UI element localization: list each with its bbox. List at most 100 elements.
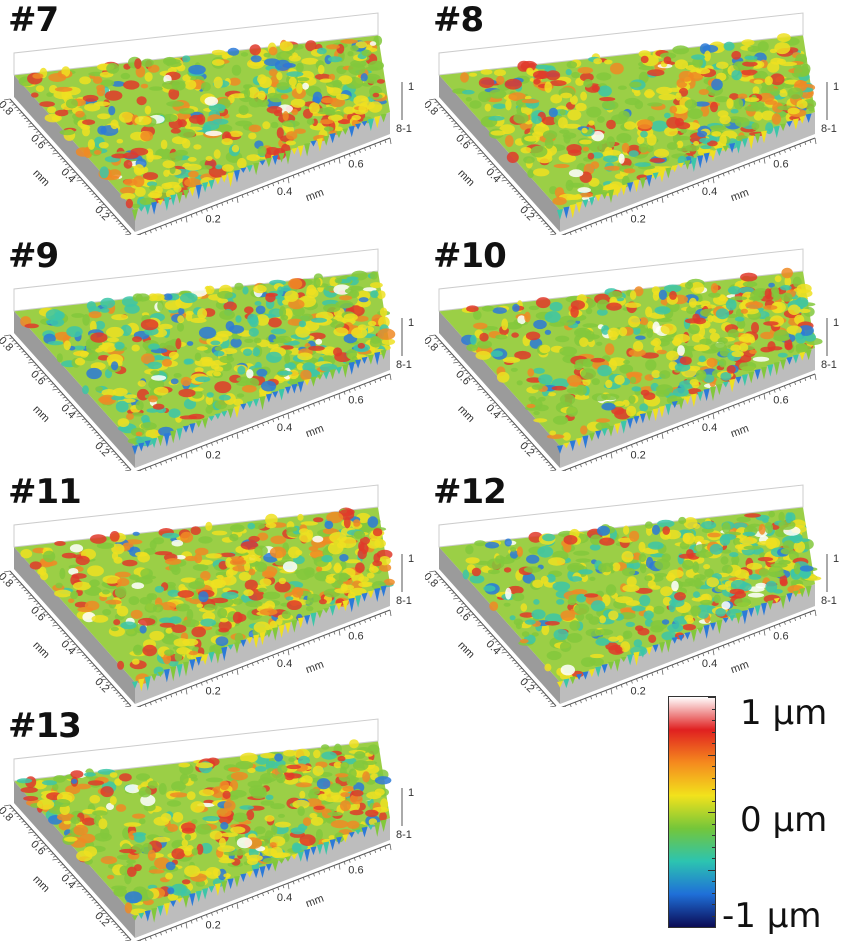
surface-texture-blob (112, 387, 128, 397)
surface-texture-blob (684, 318, 701, 324)
y-axis-tick (538, 689, 542, 692)
y-axis-tick (502, 412, 506, 415)
surface-texture-blob (268, 317, 282, 328)
surface-texture-blob (270, 121, 279, 129)
surface-texture-blob (605, 584, 617, 596)
surface-texture-blob (744, 513, 761, 518)
x-axis-tick (211, 442, 213, 446)
surface-edge-spike (291, 147, 298, 155)
surface-texture-blob (346, 349, 357, 360)
x-axis-tick (206, 914, 208, 918)
surface-texture-blob (552, 197, 567, 206)
surface-texture-blob (36, 799, 55, 810)
surface-texture-blob (35, 85, 45, 92)
surface-edge-spike (754, 369, 761, 380)
surface-texture-blob (132, 293, 143, 302)
surface-edge-spike (291, 619, 298, 633)
surface-texture-blob (532, 131, 544, 138)
surface-texture-blob (358, 541, 365, 551)
y-axis-tick (525, 442, 532, 445)
surface-edge-spike (253, 162, 260, 176)
x-axis-tick (727, 407, 730, 411)
y-axis-tick (3, 98, 11, 101)
surface-texture-blob (647, 102, 663, 107)
surface-texture-blob (713, 594, 721, 604)
surface-texture-blob (575, 384, 587, 396)
surface-texture-blob (748, 574, 762, 580)
surface-texture-blob (131, 203, 140, 209)
surface-texture-blob (117, 578, 130, 587)
surface-texture-blob (799, 308, 811, 313)
surface-texture-blob (578, 569, 593, 575)
surface-texture-blob (565, 179, 574, 192)
x-axis-tick (149, 701, 152, 706)
surface-texture-blob (547, 392, 557, 397)
surface-texture-blob (774, 42, 791, 55)
surface-edge-spike (671, 164, 678, 173)
surface-texture-blob (777, 33, 791, 43)
surface-edge-spike (582, 435, 589, 449)
x-axis-tick (287, 649, 290, 656)
surface-texture-blob (646, 556, 654, 569)
surface-texture-blob (210, 363, 220, 370)
y-axis-tick (81, 654, 86, 657)
surface-texture-blob (190, 526, 201, 535)
surface-texture-blob (277, 764, 288, 774)
surface-texture-blob (237, 365, 246, 375)
surface-texture-blob (618, 327, 628, 337)
surface-texture-blob (559, 346, 578, 357)
x-axis-tick (389, 843, 392, 851)
y-axis-tick (497, 407, 501, 410)
surface-side-wall (14, 547, 135, 704)
surface-texture-blob (196, 114, 206, 125)
y-axis-tick (518, 667, 523, 670)
surface-texture-blob (211, 59, 225, 66)
surface-edge-spike (132, 681, 138, 689)
surface-texture-blob (653, 148, 670, 158)
surface-texture-blob (514, 350, 531, 360)
x-unit-label: mm (304, 187, 325, 205)
x-tick-label-04: 0.4 (702, 186, 717, 198)
y-axis-tick (494, 168, 499, 171)
surface-texture-blob (116, 138, 124, 144)
surface-texture-blob (533, 410, 540, 416)
x-axis-tick (160, 226, 162, 230)
y-axis-tick (101, 203, 105, 206)
surface-texture-blob (799, 565, 814, 572)
surface-texture-blob (160, 813, 172, 822)
x-axis-tick (323, 635, 326, 639)
surface-edge-spike (234, 641, 240, 654)
surface-edge-spike (748, 607, 755, 618)
y-axis-tick (26, 120, 30, 122)
surface-texture-blob (361, 760, 378, 765)
x-axis-tick (374, 849, 377, 854)
surface-texture-blob (793, 540, 806, 553)
surface-edge-spike (170, 430, 177, 444)
x-tick-label-02: 0.2 (631, 686, 646, 698)
surface-texture-blob (559, 315, 576, 326)
surface-texture-blob (544, 329, 552, 335)
surface-texture-blob (280, 94, 289, 100)
y-axis-tick (545, 225, 549, 228)
surface-texture-blob (654, 572, 668, 578)
surface-texture-blob (109, 796, 117, 805)
surface-texture-blob (494, 69, 506, 77)
x-axis-tick (195, 212, 198, 216)
surface-texture-blob (132, 531, 140, 536)
surface-texture-blob (75, 783, 91, 790)
x-axis-tick (318, 401, 320, 405)
y-axis-tick (501, 179, 508, 182)
y-axis-tick (550, 230, 554, 233)
surface-texture-blob (581, 127, 588, 134)
y-axis-tick (125, 466, 129, 469)
y-axis-tick (28, 828, 32, 831)
y-axis-tick (477, 149, 482, 152)
surface-texture-blob (126, 859, 136, 864)
y-axis-tick (28, 125, 35, 128)
x-axis-tick (702, 416, 705, 421)
surface-texture-blob (147, 780, 158, 789)
surface-edge-spike (805, 585, 812, 598)
y-axis-tick (115, 456, 120, 458)
x-axis-tick (246, 192, 249, 197)
y-axis-tick (540, 692, 545, 694)
